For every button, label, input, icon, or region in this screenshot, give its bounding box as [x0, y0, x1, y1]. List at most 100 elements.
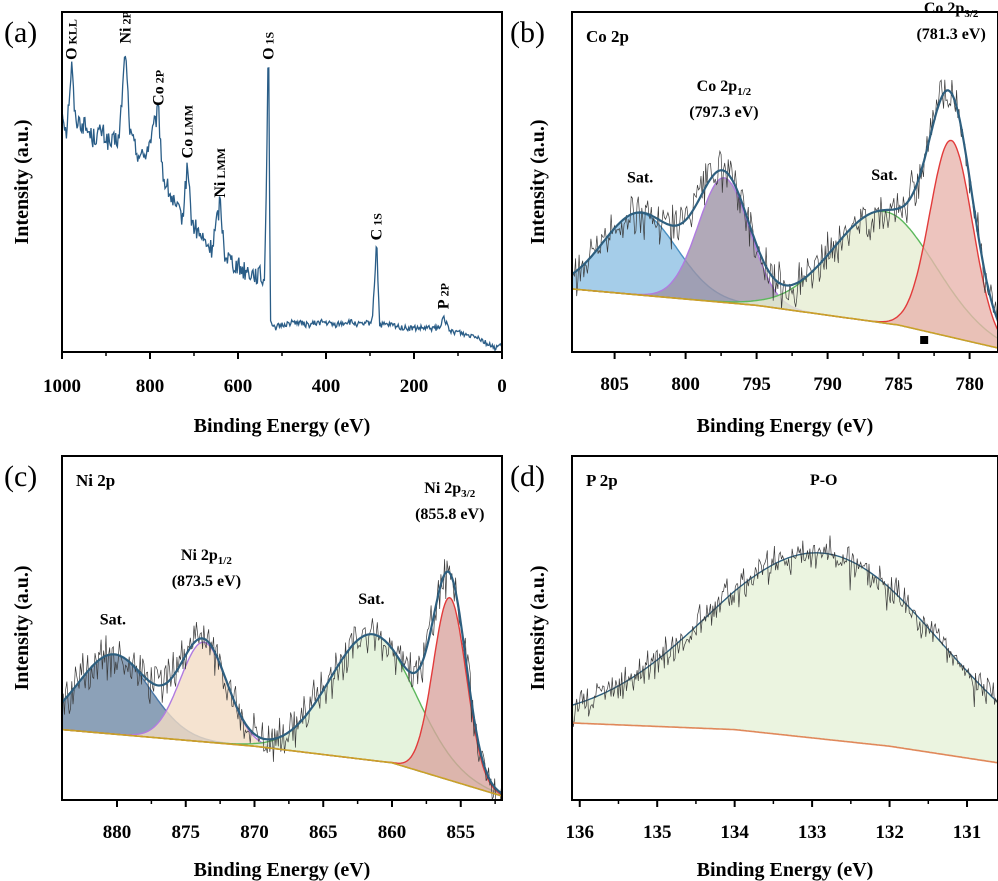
- peak-orbital: LMM: [181, 105, 195, 136]
- raw-spectrum-line: [572, 79, 998, 329]
- peak-subscript: 1/2: [737, 86, 752, 98]
- peak-energy: (781.3 eV): [916, 26, 985, 43]
- marker-square: [920, 336, 929, 344]
- peak-annotation: O 1S: [260, 31, 277, 59]
- peak-element: Co: [179, 139, 196, 159]
- peak-orbital: 2P: [119, 11, 133, 24]
- x-tick-label: 136: [565, 822, 594, 843]
- x-tick-label: 1000: [43, 376, 81, 397]
- x-tick-label: 400: [312, 376, 341, 397]
- x-axis-title: Binding Energy (eV): [697, 859, 874, 881]
- peak-orbital: KLL: [66, 19, 80, 44]
- plot-area: [572, 79, 998, 349]
- peak-element: O: [64, 47, 81, 59]
- raw-spectrum-line: [572, 535, 998, 727]
- plot-area: [62, 559, 502, 800]
- peak-name: Ni 2p: [424, 480, 461, 497]
- x-tick-label: 880: [103, 822, 132, 843]
- plot-area: [572, 535, 998, 764]
- panel-a: (a) O KLL Ni 2P Co 2P Co LMM Ni LMM O 1S C 1S P 2P 1000 80…: [4, 11, 507, 437]
- peak-annotation: P-O: [810, 472, 838, 489]
- component-fill: [572, 552, 998, 763]
- x-tick-label: 131: [953, 822, 982, 843]
- plot-area: [62, 55, 502, 352]
- panel-label: (a): [4, 16, 37, 49]
- x-tick-label: 0: [497, 376, 507, 397]
- panel-title: Ni 2p: [76, 471, 115, 490]
- peak-annotation: O KLL: [64, 19, 81, 60]
- fitted-envelope: [572, 89, 998, 322]
- plot-frame: [571, 11, 998, 353]
- x-tick-label: 870: [240, 822, 269, 843]
- x-axis-title: Binding Energy (eV): [194, 859, 371, 881]
- x-tick-label: 133: [798, 822, 827, 843]
- panel-d: (d) P 2p P-O 136 135 134 133 132 131 Binding Ener…: [510, 455, 998, 881]
- peak-annotation: Sat.: [100, 611, 126, 628]
- peak-orbital: 2P: [152, 70, 166, 83]
- panel-label: (d): [510, 460, 545, 493]
- peak-element: Ni: [212, 181, 229, 198]
- peak-orbital: 1S: [262, 31, 276, 44]
- x-tick-label: 790: [813, 374, 842, 395]
- peak-annotation: Co 2p1/2: [697, 78, 752, 98]
- peak-name: Ni 2p: [181, 547, 218, 564]
- component-fill: [572, 212, 998, 348]
- peak-name: Co 2p: [924, 0, 965, 17]
- peak-element: C: [369, 229, 386, 241]
- peak-orbital: 2P: [437, 283, 451, 296]
- background-baseline: [572, 722, 998, 764]
- x-tick-label: 780: [955, 374, 984, 395]
- component-fill: [62, 597, 502, 796]
- y-axis-title: Intensity (a.u.): [11, 119, 33, 244]
- peak-annotation: Co 2P: [150, 70, 167, 106]
- peak-annotation: Co LMM: [179, 105, 196, 158]
- y-axis-title: Intensity (a.u.): [527, 119, 549, 244]
- peak-annotation: P 2P: [435, 283, 452, 309]
- background-baseline: [62, 728, 502, 797]
- peak-annotation: Sat.: [358, 591, 384, 608]
- x-tick-label: 855: [447, 822, 476, 843]
- panel-title: P 2p: [586, 471, 618, 490]
- peak-element: O: [260, 47, 277, 59]
- peak-subscript: 3/2: [964, 8, 979, 20]
- x-tick-label: 805: [600, 374, 629, 395]
- x-tick-label: 600: [224, 376, 253, 397]
- peak-annotation: Ni 2P: [117, 11, 134, 43]
- y-axis-title: Intensity (a.u.): [527, 565, 549, 690]
- x-tick-label: 865: [309, 822, 338, 843]
- x-tick-label: 134: [720, 822, 749, 843]
- x-tick-label: 795: [742, 374, 771, 395]
- x-tick-label: 800: [671, 374, 700, 395]
- peak-orbital: 1S: [371, 213, 385, 226]
- component-fill: [572, 140, 998, 348]
- peak-annotation: Ni 2p3/2: [424, 480, 475, 500]
- panel-title: Co 2p: [586, 27, 629, 46]
- panel-label: (c): [4, 460, 37, 493]
- peak-subscript: 1/2: [218, 555, 233, 567]
- peak-element: Ni: [117, 27, 134, 44]
- raw-spectrum-line: [62, 559, 502, 800]
- panel-label: (b): [510, 16, 545, 49]
- x-tick-label: 135: [643, 822, 672, 843]
- x-tick-label: 200: [400, 376, 429, 397]
- background-baseline: [572, 288, 998, 349]
- peak-element: Co: [150, 86, 167, 106]
- component-fill: [62, 634, 502, 796]
- x-tick-label: 785: [884, 374, 913, 395]
- peak-annotation: Ni LMM: [212, 148, 229, 198]
- component-fill: [572, 211, 998, 348]
- y-axis-title: Intensity (a.u.): [11, 565, 33, 690]
- x-tick-label: 860: [378, 822, 407, 843]
- peak-energy: (855.8 eV): [415, 506, 484, 523]
- x-axis-title: Binding Energy (eV): [697, 415, 874, 437]
- peak-energy: (873.5 eV): [172, 573, 241, 590]
- peak-annotation: Co 2p3/2: [924, 0, 979, 20]
- peak-name: Co 2p: [697, 78, 738, 95]
- plot-frame: [571, 455, 998, 801]
- peak-annotation: Sat.: [871, 167, 897, 184]
- x-axis-title: Binding Energy (eV): [194, 415, 371, 437]
- peak-annotation: C 1S: [369, 213, 386, 241]
- x-tick-label: 875: [172, 822, 201, 843]
